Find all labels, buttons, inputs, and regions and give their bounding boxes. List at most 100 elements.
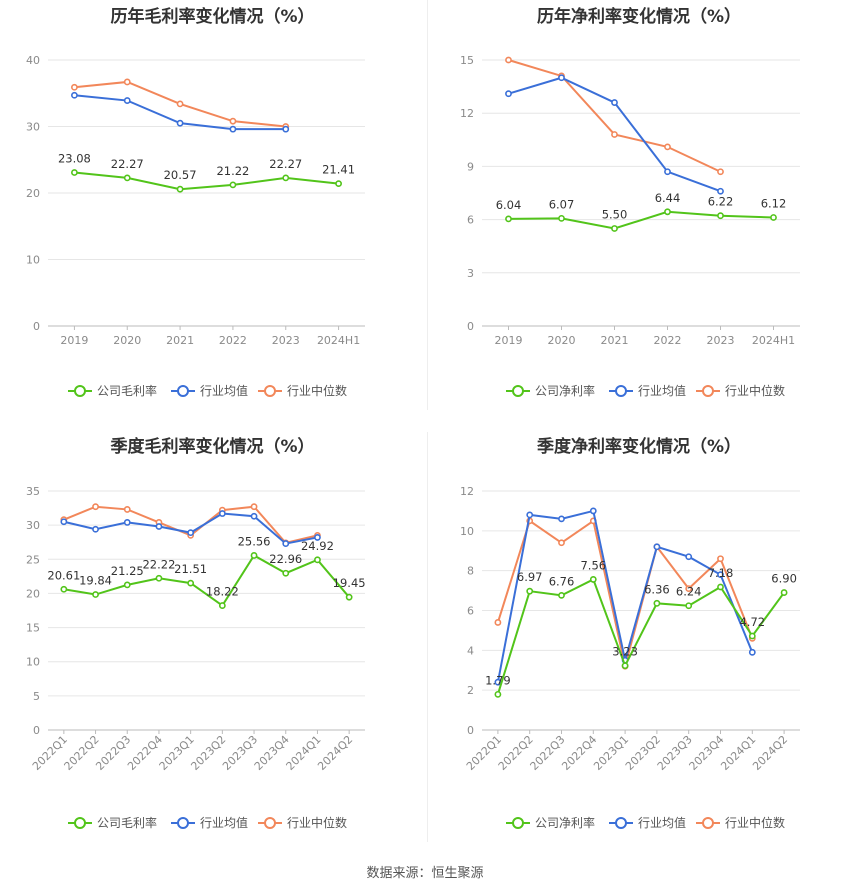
data-point-median: [558, 539, 565, 547]
data-point-avg: [71, 91, 78, 99]
x-tick-label: 2023: [707, 334, 735, 347]
y-tick-label: 10: [460, 525, 474, 538]
legend-item-median[interactable]: 行业中位数: [258, 815, 347, 830]
data-point-avg: [250, 512, 258, 520]
data-point-company: [314, 556, 321, 564]
data-point-median: [494, 619, 502, 626]
legend-item-median[interactable]: 行业中位数: [696, 815, 785, 830]
data-label: 24.92: [301, 539, 334, 553]
data-label: 5.50: [602, 207, 628, 221]
legend-item-company[interactable]: 公司毛利率: [68, 383, 157, 398]
legend-item-avg[interactable]: 行业均值: [609, 383, 686, 398]
y-tick-label: 30: [26, 519, 40, 532]
data-point-avg: [176, 119, 184, 127]
data-point-avg: [494, 678, 502, 686]
data-label: 21.51: [174, 562, 207, 576]
data-point-company: [218, 602, 226, 609]
data-point-avg: [123, 97, 131, 104]
legend-item-company[interactable]: 公司毛利率: [68, 815, 157, 830]
y-tick-label: 2: [467, 684, 474, 697]
legend-swatch-marker: [264, 817, 276, 829]
legend-label: 行业中位数: [287, 815, 347, 830]
series-line-median: [508, 59, 721, 173]
data-point-avg: [748, 648, 756, 656]
vertical-divider-top: [427, 0, 428, 410]
legend-swatch-marker: [615, 385, 627, 397]
data-label: 6.12: [761, 196, 787, 210]
legend-label: 行业均值: [638, 815, 686, 830]
y-tick-label: 6: [467, 605, 474, 618]
data-label: 25.56: [238, 534, 271, 548]
legend-item-median[interactable]: 行业中位数: [696, 383, 785, 398]
data-point-median: [250, 503, 258, 511]
data-point-company: [282, 174, 290, 182]
data-label: 21.41: [322, 163, 355, 177]
x-tick-label: 2020: [113, 334, 141, 347]
data-label: 4.72: [739, 615, 765, 629]
data-point-avg: [60, 518, 68, 526]
data-label: 6.22: [708, 195, 734, 209]
x-tick-label: 2024H1: [752, 334, 795, 347]
data-point-company: [282, 569, 290, 577]
chart-title: 历年毛利率变化情况（%）: [110, 7, 315, 27]
x-tick-label: 2022: [654, 334, 682, 347]
data-point-avg: [558, 74, 565, 82]
y-tick-label: 25: [26, 553, 40, 566]
legend-swatch-marker: [74, 817, 86, 829]
x-tick-label: 2021: [166, 334, 194, 347]
data-point-company: [229, 181, 237, 189]
data-point-company: [621, 662, 629, 670]
data-label: 6.04: [496, 198, 522, 212]
data-point-median: [505, 56, 512, 64]
series-line-company: [63, 554, 350, 608]
data-point-avg: [717, 187, 724, 195]
legend-label: 行业均值: [200, 383, 248, 398]
data-point-avg: [187, 529, 195, 537]
data-label: 21.22: [216, 164, 249, 178]
y-tick-label: 5: [33, 690, 40, 703]
data-point-avg: [685, 553, 693, 561]
legend-item-median[interactable]: 行业中位数: [258, 383, 347, 398]
y-tick-label: 30: [26, 121, 40, 134]
y-tick-label: 15: [26, 622, 40, 635]
legend-label: 公司净利率: [535, 383, 595, 398]
y-tick-label: 40: [26, 54, 40, 67]
series-line-avg: [63, 512, 318, 545]
data-point-avg: [229, 125, 237, 133]
x-tick-label: 2023: [272, 334, 300, 347]
legend-item-company[interactable]: 公司净利率: [506, 815, 595, 830]
data-label: 6.07: [549, 197, 575, 211]
data-point-median: [71, 83, 78, 91]
data-point-median: [176, 100, 184, 108]
annual-gross-margin-chart: 历年毛利率变化情况（%） 0 10 20 30 40 2019 2020 2021 2022 20…: [0, 0, 425, 420]
chart-svg: 0 10 20 30 40 2019 2020 2021 2022 2023 2024H1 23.08…: [26, 54, 365, 398]
legend-item-avg[interactable]: 行业均值: [171, 383, 248, 398]
data-point-company: [494, 690, 502, 698]
data-label: 22.22: [142, 557, 175, 571]
data-label: 3.23: [612, 645, 638, 659]
data-point-median: [717, 168, 724, 176]
data-point-avg: [589, 507, 597, 515]
legend-item-company[interactable]: 公司净利率: [506, 383, 595, 398]
data-point-avg: [653, 543, 661, 551]
data-point-company: [780, 589, 788, 596]
legend-item-avg[interactable]: 行业均值: [171, 815, 248, 830]
data-point-company: [717, 212, 724, 220]
data-point-company: [71, 169, 78, 176]
legend-label: 行业均值: [638, 383, 686, 398]
y-tick-label: 0: [33, 320, 40, 333]
legend-swatch-marker: [702, 385, 714, 397]
data-point-company: [685, 602, 693, 610]
y-tick-label: 20: [26, 587, 40, 600]
x-tick-label: 2024H1: [317, 334, 360, 347]
legend-swatch-marker: [264, 385, 276, 397]
legend-label: 公司毛利率: [97, 815, 157, 830]
data-point-avg: [218, 510, 226, 517]
data-point-company: [123, 581, 131, 589]
data-source-note: 数据来源：恒生聚源: [366, 866, 484, 881]
data-point-company: [60, 585, 68, 593]
legend-item-avg[interactable]: 行业均值: [609, 815, 686, 830]
x-tick-label: 2022: [219, 334, 247, 347]
data-point-company: [717, 583, 724, 591]
legend-label: 公司净利率: [535, 815, 595, 830]
